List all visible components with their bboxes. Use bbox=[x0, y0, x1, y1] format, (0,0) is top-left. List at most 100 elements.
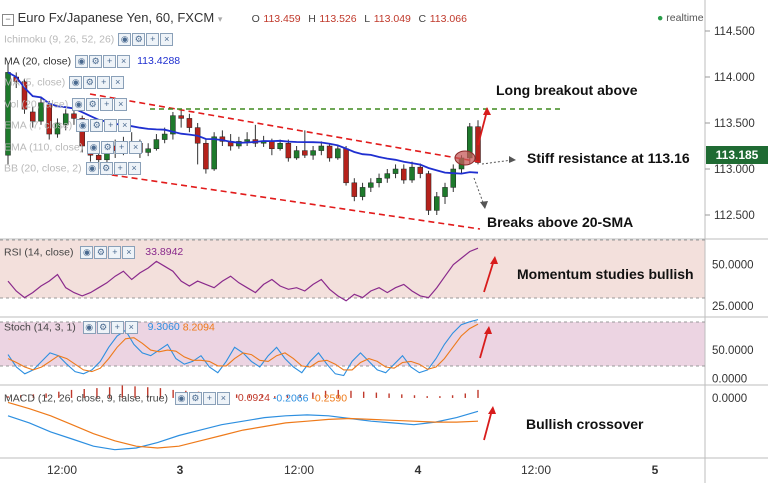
rsi-legend: RSI (14, close) ◉ ⚙ + × 33.8942 bbox=[4, 246, 183, 259]
settings-icon[interactable]: ⚙ bbox=[83, 76, 97, 89]
candle-body bbox=[343, 148, 349, 184]
candle-body bbox=[302, 150, 308, 156]
close-icon[interactable]: × bbox=[129, 140, 143, 154]
stoch-label[interactable]: Stoch (14, 3, 1) bbox=[4, 321, 76, 334]
add-icon[interactable]: + bbox=[103, 54, 117, 68]
rsi-controls: ◉ ⚙ + × bbox=[80, 246, 136, 259]
visibility-icon[interactable]: ◉ bbox=[75, 54, 89, 68]
indicator-row[interactable]: EMA (110, close) ◉ ⚙ + × bbox=[4, 140, 143, 154]
close-icon[interactable]: × bbox=[122, 246, 136, 259]
collapse-icon[interactable]: − bbox=[2, 14, 14, 26]
visibility-icon[interactable]: ◉ bbox=[174, 392, 188, 405]
settings-icon[interactable]: ⚙ bbox=[188, 392, 202, 405]
candle-body bbox=[434, 196, 440, 211]
stoch-d-value: 8.2094 bbox=[182, 321, 215, 334]
settings-icon[interactable]: ⚙ bbox=[101, 140, 115, 154]
close-icon[interactable]: × bbox=[117, 54, 131, 68]
visibility-icon[interactable]: ◉ bbox=[76, 119, 90, 132]
indicator-row[interactable]: Vol (20, false) ◉ ⚙ + × bbox=[4, 97, 128, 111]
settings-icon[interactable]: ⚙ bbox=[86, 97, 100, 111]
candle-body bbox=[318, 145, 325, 151]
rsi-arrow bbox=[483, 259, 495, 293]
stoch-tick-label: 50.0000 bbox=[712, 345, 754, 357]
indicator-label: EMA (7, close) bbox=[4, 119, 73, 132]
add-icon[interactable]: + bbox=[110, 321, 124, 334]
add-icon[interactable]: + bbox=[97, 76, 111, 89]
price-badge-label: 113.185 bbox=[716, 148, 759, 162]
annotation-crossover: Bullish crossover bbox=[526, 416, 644, 432]
add-icon[interactable]: + bbox=[202, 392, 216, 405]
add-icon[interactable]: + bbox=[104, 119, 118, 132]
rsi-label[interactable]: RSI (14, close) bbox=[4, 246, 74, 259]
visibility-icon[interactable]: ◉ bbox=[82, 321, 96, 334]
close-icon[interactable]: × bbox=[111, 76, 125, 89]
sma-pointer bbox=[473, 177, 485, 206]
macd-signal-value: -0.2590 bbox=[311, 392, 348, 405]
visibility-icon[interactable]: ◉ bbox=[85, 162, 99, 175]
settings-icon[interactable]: ⚙ bbox=[89, 54, 103, 68]
x-tick-label: 3 bbox=[177, 463, 184, 477]
annotation-stiff-resistance: Stiff resistance at 113.16 bbox=[527, 150, 690, 166]
indicator-row[interactable]: MA (20, close) ◉ ⚙ + × 113.4288 bbox=[4, 54, 180, 68]
rsi-arrow-head bbox=[490, 256, 498, 264]
settings-icon[interactable]: ⚙ bbox=[99, 162, 113, 175]
candle-body bbox=[186, 118, 193, 128]
candle-body bbox=[326, 145, 333, 159]
indicator-controls: ◉ ⚙ + × bbox=[69, 76, 125, 89]
indicator-row[interactable]: MA (5, close) ◉ ⚙ + × bbox=[4, 76, 125, 89]
close-icon[interactable]: × bbox=[127, 162, 141, 175]
candle-body bbox=[211, 136, 217, 170]
resistance-marker bbox=[454, 150, 476, 166]
close-label: C bbox=[418, 13, 427, 25]
settings-icon[interactable]: ⚙ bbox=[94, 246, 108, 259]
indicator-row[interactable]: Ichimoku (9, 26, 52, 26) ◉ ⚙ + × bbox=[4, 33, 174, 46]
close-icon[interactable]: × bbox=[124, 321, 138, 334]
x-tick-label: 12:00 bbox=[47, 463, 77, 477]
indicator-label: BB (20, close, 2) bbox=[4, 162, 82, 175]
price-badge bbox=[706, 146, 768, 164]
visibility-icon[interactable]: ◉ bbox=[72, 97, 86, 111]
close-icon[interactable]: × bbox=[118, 119, 132, 132]
close-icon[interactable]: × bbox=[216, 392, 230, 405]
settings-icon[interactable]: ⚙ bbox=[132, 33, 146, 46]
x-tick-label: 12:00 bbox=[521, 463, 551, 477]
chevron-down-icon[interactable]: ▾ bbox=[217, 14, 223, 24]
macd-label[interactable]: MACD (12, 26, close, 9, false, true) bbox=[4, 392, 168, 405]
visibility-icon[interactable]: ◉ bbox=[87, 140, 101, 154]
close-icon[interactable]: × bbox=[160, 33, 174, 46]
macd-legend: MACD (12, 26, close, 9, false, true) ◉ ⚙ +… bbox=[4, 392, 347, 405]
indicator-label: Vol (20, false) bbox=[4, 97, 69, 110]
add-icon[interactable]: + bbox=[113, 162, 127, 175]
indicator-row[interactable]: BB (20, close, 2) ◉ ⚙ + × bbox=[4, 162, 142, 175]
indicator-row[interactable]: EMA (7, close) ◉ ⚙ + × bbox=[4, 119, 132, 132]
indicator-controls: ◉ ⚙ + × bbox=[75, 54, 131, 68]
add-icon[interactable]: + bbox=[100, 97, 114, 111]
candle-body bbox=[417, 166, 424, 174]
candle-body bbox=[351, 182, 358, 197]
rsi-tick-label: 25.0000 bbox=[712, 301, 754, 313]
indicator-label: Ichimoku (9, 26, 52, 26) bbox=[4, 33, 115, 46]
symbol-title[interactable]: Euro Fx/Japanese Yen, 60, FXCM bbox=[17, 10, 215, 25]
visibility-icon[interactable]: ◉ bbox=[80, 246, 94, 259]
close-icon[interactable]: × bbox=[114, 97, 128, 111]
settings-icon[interactable]: ⚙ bbox=[90, 119, 104, 132]
add-icon[interactable]: + bbox=[108, 246, 122, 259]
stoch-tick-label: 0.0000 bbox=[712, 373, 747, 385]
add-icon[interactable]: + bbox=[115, 140, 129, 154]
stoch-legend: Stoch (14, 3, 1) ◉ ⚙ + × 9.3060 8.2094 bbox=[4, 321, 215, 334]
candle-body bbox=[450, 168, 457, 188]
lower-trendline bbox=[91, 171, 481, 230]
visibility-icon[interactable]: ◉ bbox=[118, 33, 132, 46]
settings-icon[interactable]: ⚙ bbox=[96, 321, 110, 334]
macd-line bbox=[7, 410, 479, 451]
y-tick-label: 114.500 bbox=[714, 26, 755, 38]
candle-body bbox=[442, 187, 448, 197]
candle-body bbox=[62, 113, 69, 126]
visibility-icon[interactable]: ◉ bbox=[69, 76, 83, 89]
low-value: 113.049 bbox=[373, 13, 411, 25]
add-icon[interactable]: + bbox=[146, 33, 160, 46]
price-pane bbox=[0, 0, 705, 238]
annotation-momentum: Momentum studies bullish bbox=[517, 266, 694, 282]
resistance-pointer bbox=[481, 159, 513, 165]
